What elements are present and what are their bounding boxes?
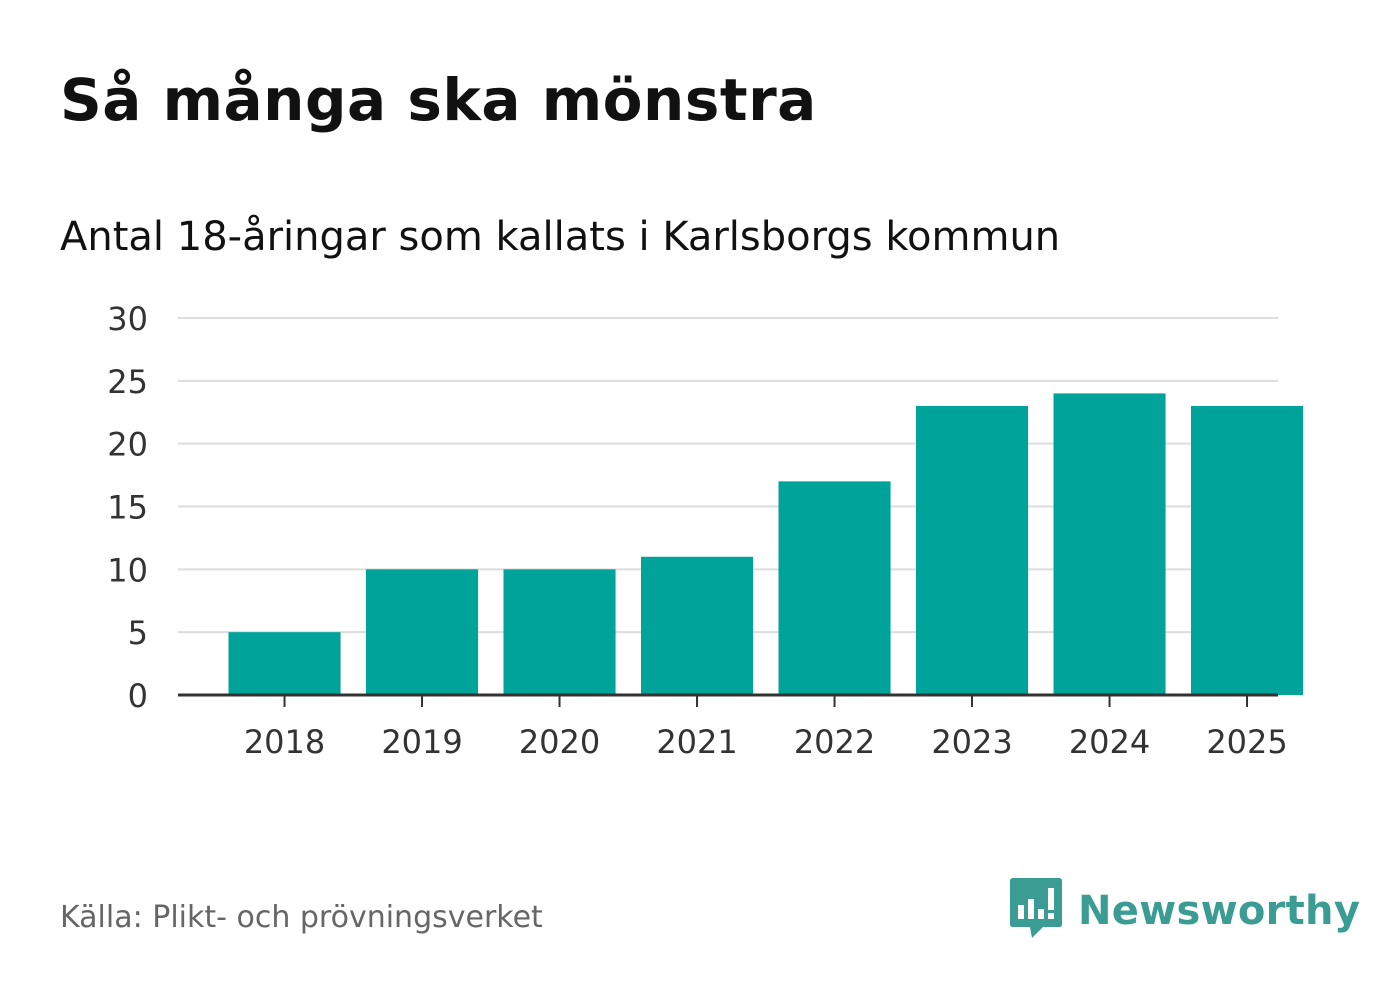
bar-2025 [1191,405,1304,695]
x-tick-label: 2025 [1206,723,1287,761]
newsworthy-logo-icon [1010,878,1062,944]
y-tick-label: 25 [107,363,148,401]
x-tick-label: 2019 [381,723,462,761]
chart-subtitle: Antal 18-åringar som kallats i Karlsborg… [60,214,1061,260]
x-tick-label: 2018 [244,723,325,761]
bar-2020 [503,569,616,695]
x-tick-label: 2023 [931,723,1012,761]
x-tick-label: 2022 [794,723,875,761]
brand-logo: Newsworthy [1010,878,1360,944]
bar-2019 [366,569,479,695]
brand-name: Newsworthy [1078,888,1361,934]
bar-2018 [228,632,341,695]
y-tick-label: 15 [107,489,148,527]
y-tick-label: 5 [128,614,148,652]
y-tick-label: 10 [107,551,148,589]
y-tick-label: 0 [128,677,148,715]
x-tick-label: 2024 [1069,723,1150,761]
y-tick-label: 30 [107,300,148,338]
chart-title: Så många ska mönstra [60,66,817,134]
x-tick-label: 2020 [519,723,600,761]
bar-2024 [1053,393,1166,695]
x-tick-label: 2021 [656,723,737,761]
bar-2021 [641,556,754,695]
bar-2022 [778,481,891,695]
bar-2023 [916,405,1029,695]
y-tick-label: 20 [107,426,148,464]
source-note: Källa: Plikt- och prövningsverket [60,900,543,935]
